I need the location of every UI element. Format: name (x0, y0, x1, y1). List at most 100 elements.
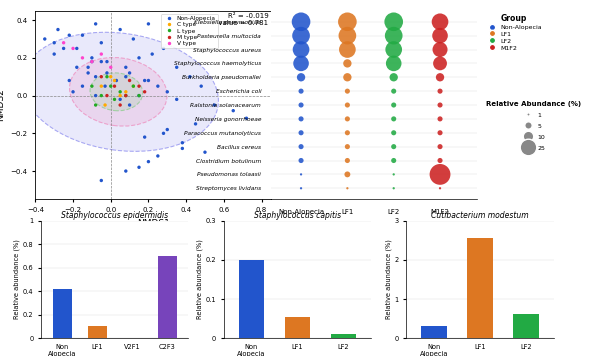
Point (343, 130, 352, 136)
Point (343, 61, 352, 66)
Point (343, 185, 352, 191)
Point (106, 74, 115, 80)
Point (343, 88, 352, 94)
Point (343, 158, 352, 163)
Bar (285, 317, 310, 338)
Point (296, 47, 306, 52)
Point (389, 19, 398, 25)
Point (112, 78, 121, 83)
Point (435, 47, 445, 52)
Point (185, 74, 194, 80)
Point (110, 83, 119, 89)
Point (163, 127, 172, 132)
Point (343, 33, 352, 38)
Point (87, 55, 97, 61)
Point (68, 46, 78, 51)
Point (91, 93, 100, 99)
Y-axis label: NMDS2: NMDS2 (0, 89, 5, 121)
Point (343, 47, 352, 52)
Point (106, 64, 115, 70)
Bar (52, 289, 72, 338)
Point (140, 89, 150, 95)
Point (115, 96, 125, 102)
Legend: Non-Alopecia, C type, L type, M type, V type: Non-Alopecia, C type, L type, M type, V … (161, 14, 218, 48)
Point (144, 21, 153, 27)
Point (78, 32, 87, 38)
Point (296, 19, 306, 25)
Point (435, 158, 445, 163)
Legend: 1, 5, 10, 25: 1, 5, 10, 25 (484, 99, 583, 152)
Point (296, 61, 306, 66)
Point (147, 51, 157, 57)
Point (125, 78, 134, 83)
Point (125, 70, 134, 76)
X-axis label: NMDS1: NMDS1 (137, 219, 170, 227)
Y-axis label: Relative abundance (%): Relative abundance (%) (14, 240, 20, 319)
Point (435, 61, 445, 66)
Point (102, 70, 112, 76)
Point (296, 130, 306, 136)
Point (84, 64, 93, 70)
Point (296, 144, 306, 150)
Point (296, 158, 306, 163)
Title: Staphylococcus capitis: Staphylococcus capitis (254, 211, 341, 220)
Ellipse shape (90, 73, 143, 111)
Point (110, 78, 119, 83)
Point (163, 89, 172, 95)
Point (435, 185, 445, 191)
Point (97, 178, 106, 183)
Point (110, 96, 119, 102)
Point (102, 59, 112, 64)
Point (159, 131, 168, 136)
Point (296, 33, 306, 38)
Point (200, 150, 210, 155)
Point (144, 159, 153, 164)
Point (91, 21, 100, 27)
Point (40, 36, 49, 42)
Point (134, 164, 144, 170)
Point (389, 47, 398, 52)
Text: R² = -0.019
P-value = 0.781: R² = -0.019 P-value = 0.781 (213, 12, 269, 26)
Point (389, 88, 398, 94)
Point (296, 185, 306, 191)
Y-axis label: Relative abundance (%): Relative abundance (%) (196, 240, 203, 319)
Point (389, 172, 398, 177)
Point (172, 96, 181, 102)
Point (144, 78, 153, 83)
Title: Staphylococcus epidermidis: Staphylococcus epidermidis (61, 211, 168, 220)
Point (435, 130, 445, 136)
Point (210, 102, 219, 108)
Point (97, 74, 106, 80)
Point (106, 83, 115, 89)
Point (296, 102, 306, 108)
Point (343, 74, 352, 80)
Point (389, 185, 398, 191)
Point (140, 78, 150, 83)
Point (172, 64, 181, 70)
Point (78, 83, 87, 89)
Bar (331, 334, 356, 338)
Point (389, 130, 398, 136)
Point (389, 116, 398, 122)
Point (389, 33, 398, 38)
Point (97, 59, 106, 64)
Title: Cutibacterium modestum: Cutibacterium modestum (431, 211, 529, 220)
Point (389, 144, 398, 150)
Point (435, 33, 445, 38)
Point (128, 36, 138, 42)
Ellipse shape (70, 58, 167, 126)
Ellipse shape (22, 32, 219, 151)
Point (435, 116, 445, 122)
Point (125, 102, 134, 108)
Point (435, 102, 445, 108)
Point (68, 89, 78, 95)
Bar (239, 260, 264, 338)
Point (87, 59, 97, 64)
Point (241, 115, 251, 121)
Bar (421, 326, 446, 338)
Point (140, 134, 150, 140)
Point (115, 89, 125, 95)
Point (72, 46, 81, 51)
Point (159, 46, 168, 51)
Bar (88, 326, 107, 338)
